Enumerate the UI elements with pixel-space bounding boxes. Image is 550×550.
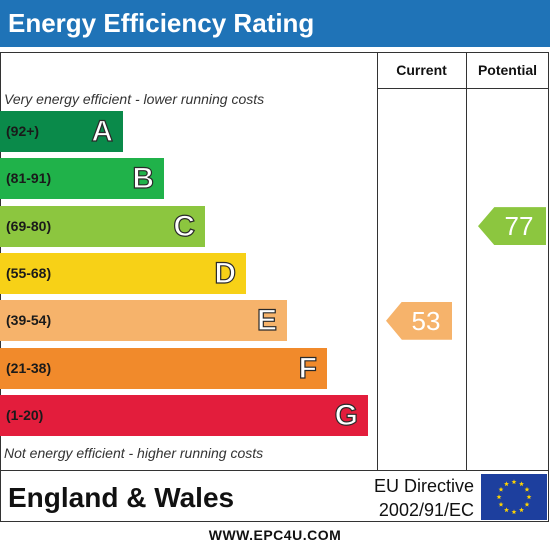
current-rating-arrow: 53: [386, 301, 452, 340]
band-a: (92+) A: [0, 111, 123, 152]
directive-line-1: EU Directive: [373, 476, 474, 496]
eu-directive: EU Directive 2002/91/EC: [358, 474, 474, 522]
current-column-divider: [377, 52, 378, 470]
band-range-label: (1-20): [6, 406, 44, 423]
band-b: (81-91) B: [0, 158, 164, 200]
band-range-label: (81-91): [6, 170, 52, 187]
bottom-caption: Not energy efficient - higher running co…: [4, 445, 264, 461]
star-icon: [498, 486, 504, 492]
directive-line-2: 2002/91/EC: [378, 500, 474, 520]
star-icon: [511, 509, 517, 515]
band-letter: E: [256, 304, 277, 338]
band-range-label: (39-54): [6, 312, 52, 329]
band-letter: B: [132, 162, 155, 196]
star-icon: [504, 481, 509, 487]
star-icon: [526, 494, 532, 500]
potential-column-divider: [466, 52, 467, 470]
band-f: (21-38) F: [0, 347, 327, 389]
current-column-header: Current: [396, 62, 447, 78]
website-link: WWW.EPC4U.COM: [208, 527, 342, 543]
star-icon: [524, 501, 530, 507]
band-e: (39-54) E: [0, 300, 287, 342]
star-icon: [496, 494, 502, 500]
page-title: Energy Efficiency Rating: [0, 0, 550, 47]
band-letter: F: [298, 351, 318, 385]
top-caption: Very energy efficient - lower running co…: [4, 91, 265, 107]
potential-rating-arrow: 77: [478, 207, 546, 246]
band-range-label: (92+): [6, 123, 40, 139]
eu-flag-icon: [481, 474, 547, 520]
band-d: (55-68) D: [0, 252, 246, 294]
footer-divider: [0, 470, 549, 471]
star-icon: [498, 501, 504, 507]
potential-column-header: Potential: [477, 62, 538, 78]
region-label: England & Wales: [8, 482, 235, 513]
band-g: (1-20) G: [0, 394, 368, 436]
column-header-divider: [377, 88, 549, 89]
star-icon: [511, 479, 517, 485]
band-range-label: (69-80): [6, 217, 52, 234]
star-icon: [519, 507, 524, 513]
band-range-label: (55-68): [6, 264, 52, 281]
band-letter: C: [173, 209, 196, 243]
band-letter: A: [91, 114, 114, 148]
star-icon: [504, 507, 509, 513]
star-icon: [524, 486, 530, 492]
star-icon: [519, 481, 524, 487]
band-range-label: (21-38): [6, 359, 52, 376]
eu-stars: [496, 479, 532, 515]
band-c: (69-80) C: [0, 205, 205, 247]
band-letter: G: [334, 398, 359, 432]
band-letter: D: [214, 256, 237, 290]
